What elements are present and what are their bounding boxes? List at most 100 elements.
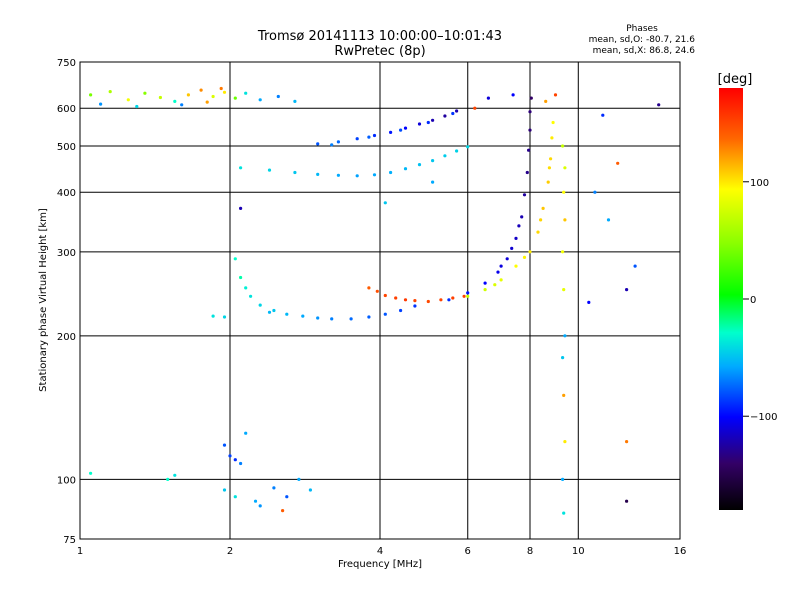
data-point	[383, 293, 387, 298]
data-point	[511, 93, 515, 97]
data-point	[486, 96, 490, 100]
data-point	[525, 170, 529, 175]
data-point	[563, 218, 567, 222]
data-point	[561, 477, 565, 481]
data-point	[541, 206, 545, 210]
data-point	[228, 454, 232, 458]
data-point	[222, 315, 227, 319]
y-axis-label: Stationary phase Virtual Height [km]	[38, 208, 49, 392]
data-point	[451, 111, 455, 116]
data-point	[447, 298, 451, 302]
data-point	[349, 317, 353, 321]
data-point	[546, 180, 550, 184]
data-point	[403, 126, 408, 130]
data-point	[510, 246, 514, 250]
data-point	[563, 334, 567, 338]
data-point	[499, 264, 503, 268]
data-point	[561, 356, 565, 360]
data-point	[562, 190, 566, 194]
colorbar-tick-label: 100	[750, 178, 769, 189]
data-point	[587, 300, 591, 304]
x-axis-label: Frequency [MHz]	[338, 559, 422, 570]
data-point	[413, 299, 417, 303]
data-point	[293, 170, 297, 175]
data-point	[239, 275, 243, 280]
x-tick-label: 16	[674, 546, 687, 557]
data-point	[528, 110, 532, 114]
data-point	[544, 99, 548, 103]
data-point	[462, 294, 466, 298]
data-point	[551, 120, 555, 125]
data-point	[455, 149, 459, 153]
data-point	[158, 95, 162, 100]
y-tick-label: 750	[57, 58, 76, 69]
data-point	[293, 99, 297, 103]
data-point	[239, 166, 243, 170]
data-point	[258, 504, 262, 508]
data-point	[143, 91, 147, 95]
stats-o-line: mean, sd,O: -80.7, 21.6	[589, 35, 696, 45]
data-point	[383, 201, 387, 205]
data-point	[483, 281, 487, 285]
x-tick-label: 10	[572, 546, 585, 557]
x-tick-label: 8	[527, 546, 533, 557]
data-point	[267, 168, 272, 172]
data-point	[219, 86, 223, 91]
data-point	[166, 477, 170, 481]
data-point	[417, 163, 422, 167]
data-point	[403, 167, 408, 171]
data-point	[389, 170, 393, 175]
data-point	[272, 308, 276, 313]
data-point	[316, 316, 320, 320]
data-point	[563, 440, 567, 444]
y-tick-label: 500	[57, 142, 76, 153]
data-point	[394, 296, 398, 300]
y-tick-label: 200	[57, 332, 76, 343]
plot-frame	[79, 61, 681, 540]
data-point	[272, 486, 276, 490]
data-point	[417, 122, 422, 126]
colorbar	[719, 88, 743, 510]
data-point	[625, 440, 629, 444]
data-point	[316, 172, 320, 176]
data-point	[593, 190, 597, 194]
data-point	[199, 88, 203, 92]
data-point	[522, 255, 527, 259]
data-point	[108, 90, 112, 94]
data-point	[426, 299, 430, 304]
data-point	[550, 136, 554, 140]
data-point	[616, 161, 620, 165]
data-point	[399, 308, 403, 313]
colorbar-tick-label: 0	[750, 295, 756, 306]
data-point	[473, 106, 477, 110]
data-point	[253, 499, 258, 503]
data-point	[562, 511, 566, 515]
data-point	[528, 128, 532, 132]
data-point	[135, 104, 139, 109]
data-point	[233, 257, 237, 261]
data-point	[267, 310, 272, 314]
data-point	[244, 91, 248, 95]
data-point	[528, 250, 532, 254]
data-point	[514, 264, 518, 268]
data-point	[431, 159, 435, 163]
data-point	[244, 431, 248, 435]
y-tick-label: 300	[57, 248, 76, 259]
data-point	[173, 473, 177, 477]
data-point	[89, 93, 93, 97]
data-point	[249, 294, 253, 298]
data-point	[562, 393, 566, 397]
data-point	[186, 93, 190, 97]
stats-title: Phases	[626, 24, 658, 34]
data-point	[561, 144, 565, 148]
x-tick-label: 4	[377, 546, 383, 557]
data-point	[330, 317, 334, 321]
y-tick-label: 400	[57, 188, 76, 199]
data-point	[466, 294, 470, 298]
data-point	[389, 130, 393, 134]
data-point	[431, 180, 435, 184]
y-tick-label: 75	[63, 535, 76, 546]
chart-title: Tromsø 20141113 10:00:00–10:01:43	[257, 29, 502, 44]
data-point	[89, 471, 93, 475]
data-point	[211, 314, 215, 318]
